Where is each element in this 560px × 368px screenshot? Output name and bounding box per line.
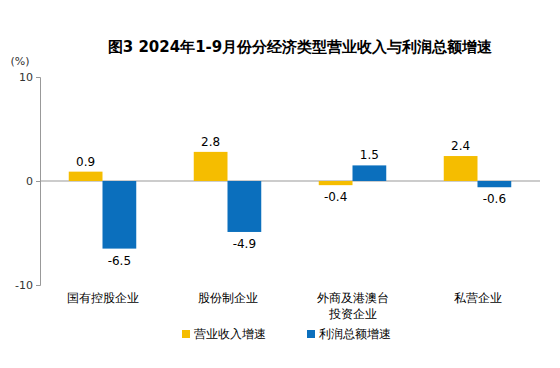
bar	[103, 181, 137, 249]
y-tick: 10	[19, 71, 40, 84]
data-label: -0.6	[483, 192, 506, 206]
data-label: 2.8	[201, 135, 220, 149]
data-labels: 0.9 2.8 -0.4 2.4 -6.5 -4.9 1.5 -0.6	[76, 135, 506, 268]
legend-swatch	[307, 330, 315, 338]
data-label: -0.4	[324, 190, 347, 204]
legend: 营业收入增速 利润总额增速	[182, 327, 391, 341]
legend-swatch	[182, 330, 190, 338]
y-axis-label: (%)	[10, 55, 29, 68]
y-axis-line	[36, 78, 41, 286]
x-tick-label: 私营企业	[454, 291, 502, 305]
y-tick: 0	[26, 175, 40, 188]
data-label: -4.9	[233, 237, 256, 251]
y-tick-mark	[36, 285, 40, 286]
legend-item: 利润总额增速	[307, 327, 391, 341]
x-tick-label: 外商及港澳台投资企业	[317, 291, 389, 321]
y-tick-mark	[36, 181, 40, 182]
x-tick-label: 国有控股企业	[67, 291, 139, 305]
bars	[69, 152, 512, 249]
chart: 图3 2024年1-9月份分经济类型营业收入与利润总额增速 (%) -10 0 10 0.…	[0, 0, 560, 368]
y-tick-label: 0	[26, 175, 33, 188]
data-label: 2.4	[451, 139, 470, 153]
bar	[444, 156, 478, 181]
data-label: -6.5	[108, 254, 131, 268]
data-label: 0.9	[76, 155, 95, 169]
x-tick-label: 股份制企业	[198, 291, 258, 305]
legend-item: 营业收入增速	[182, 327, 266, 341]
bar	[194, 152, 228, 181]
legend-label: 利润总额增速	[319, 327, 391, 341]
y-axis: -10 0 10	[15, 71, 40, 292]
y-tick-label: 10	[19, 71, 33, 84]
y-tick-label: -10	[15, 279, 33, 292]
y-tick-mark	[36, 77, 40, 78]
bar	[319, 181, 353, 185]
bar	[69, 172, 103, 181]
bar	[353, 165, 387, 181]
legend-label: 营业收入增速	[194, 327, 266, 341]
bar	[228, 181, 262, 232]
bar	[478, 181, 512, 187]
y-tick: -10	[15, 279, 40, 292]
x-axis: 国有控股企业 股份制企业 外商及港澳台投资企业 私营企业	[67, 291, 502, 321]
title: 图3 2024年1-9月份分经济类型营业收入与利润总额增速	[108, 38, 494, 56]
data-label: 1.5	[360, 148, 379, 162]
